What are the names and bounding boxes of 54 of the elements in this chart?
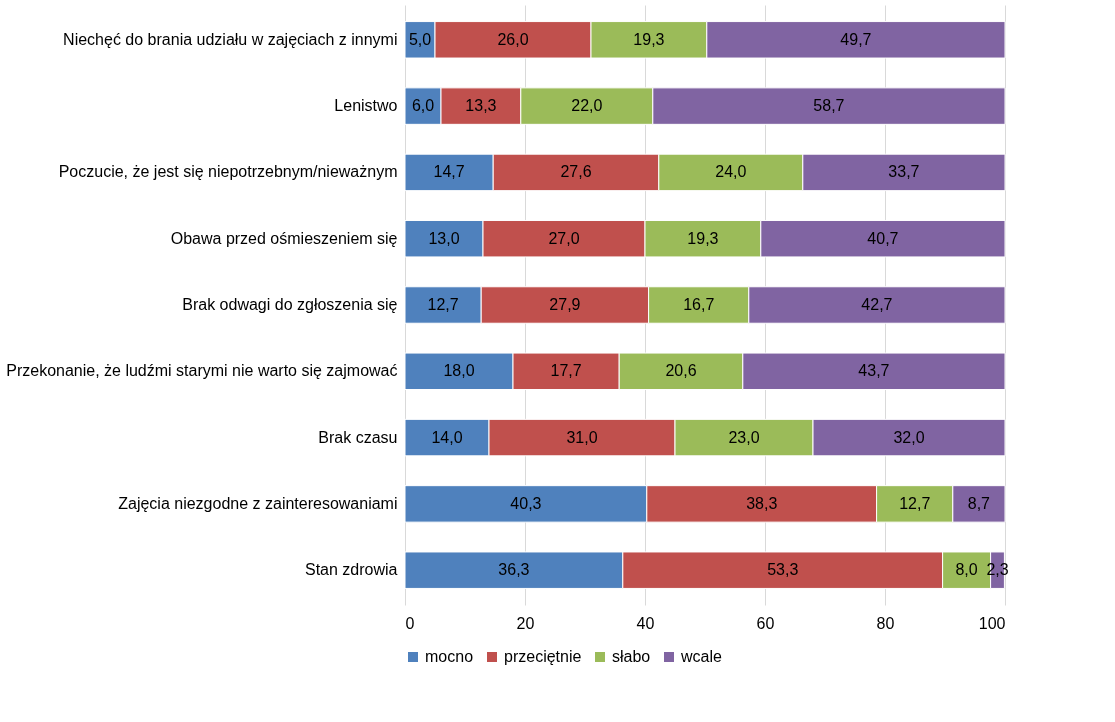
data-label: 24,0 — [715, 163, 747, 181]
data-label: 8,7 — [967, 494, 991, 512]
data-label: 49,7 — [840, 30, 872, 48]
legend-label: wcale — [680, 648, 723, 665]
data-label: 33,7 — [888, 163, 920, 181]
data-label: 43,7 — [858, 362, 890, 380]
data-label: 42,7 — [861, 296, 893, 313]
data-label: 31,0 — [566, 428, 598, 446]
y-tick-label: Lenistwo — [334, 97, 398, 115]
y-tick-label: Poczucie, że jest się niepotrzebnym/nieważnym — [58, 163, 398, 181]
legend-label: przeciętnie — [504, 648, 582, 665]
x-tick-label: 100 — [978, 614, 1006, 632]
data-label: 6,0 — [411, 97, 435, 115]
legend-label: mocno — [425, 648, 474, 665]
y-tick-label: Brak czasu — [318, 428, 398, 446]
data-label: 13,0 — [428, 229, 460, 247]
data-label: 27,0 — [548, 229, 580, 247]
data-label: 20,6 — [665, 362, 697, 380]
data-label: 23,0 — [728, 428, 760, 446]
data-label: 8,0 — [955, 561, 978, 579]
y-tick-label: Stan zdrowia — [305, 561, 398, 579]
data-label: 19,3 — [687, 229, 719, 247]
data-label: 38,3 — [746, 494, 778, 512]
data-label: 19,3 — [633, 30, 665, 48]
y-tick-label: Brak odwagi do zgłoszenia się — [182, 296, 398, 313]
data-label: 16,7 — [683, 296, 715, 313]
data-label: 58,7 — [813, 97, 845, 115]
data-label: 40,7 — [867, 229, 899, 247]
data-label: 12,7 — [899, 494, 931, 512]
x-tick-label: 20 — [516, 614, 535, 632]
data-label: 22,0 — [571, 97, 603, 115]
data-label: 27,6 — [560, 163, 592, 181]
data-label: 18,0 — [443, 362, 475, 380]
data-label: 5,0 — [408, 30, 432, 48]
data-label: 13,3 — [465, 97, 497, 115]
x-tick-label: 40 — [636, 614, 655, 632]
y-tick-label: Niechęć do brania udziału w zajęciach z innymi — [63, 30, 398, 48]
data-label: 27,9 — [549, 296, 581, 313]
data-label: 14,7 — [433, 163, 465, 181]
data-label: 32,0 — [893, 428, 925, 446]
data-label: 26,0 — [497, 30, 529, 48]
y-tick-label: Przekonanie, że ludźmi starymi nie warto się zajmować — [6, 362, 398, 380]
data-label: 14,0 — [431, 428, 463, 446]
data-label: 12,7 — [427, 296, 459, 313]
data-label: 40,3 — [510, 494, 542, 512]
y-tick-label: Obawa przed ośmieszeniem się — [170, 229, 398, 247]
data-label: 53,3 — [767, 561, 799, 579]
x-tick-label: 60 — [756, 614, 775, 632]
data-label: 36,3 — [498, 561, 530, 579]
data-label: 17,7 — [550, 362, 582, 380]
legend-label: słabo — [612, 648, 651, 665]
x-tick-label: 80 — [876, 614, 895, 632]
y-tick-label: Zajęcia niezgodne z zainteresowaniami — [118, 494, 398, 512]
x-tick-label: 0 — [405, 614, 415, 632]
